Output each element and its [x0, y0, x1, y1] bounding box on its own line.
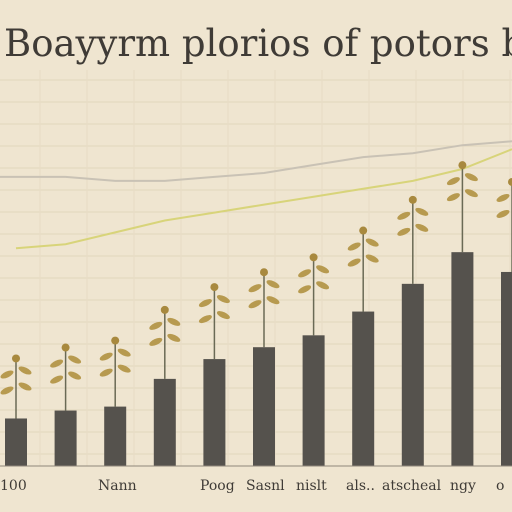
plant-leaf	[496, 193, 510, 202]
chart-lines	[0, 140, 512, 250]
plant-leaf	[347, 258, 361, 267]
plant-leaf	[216, 295, 230, 304]
bar	[5, 418, 27, 466]
plant-bud	[111, 336, 120, 345]
plant-leaf	[415, 207, 429, 216]
tick-label-7: ngy	[450, 478, 476, 494]
plant-leaf	[167, 317, 181, 326]
plant-bud	[260, 268, 268, 277]
plant-leaf	[464, 189, 478, 198]
plant-leaf	[18, 366, 32, 375]
trend-line-1	[15, 148, 512, 250]
plant-leaf	[496, 209, 510, 218]
tick-label-2: Poog	[200, 478, 235, 494]
plant-bud	[408, 195, 417, 204]
plant-leaf	[198, 315, 212, 324]
plant-leaf	[397, 227, 411, 236]
plant-leaf	[248, 300, 262, 309]
tick-label-0: 100	[0, 478, 27, 494]
plant-leaf	[397, 211, 411, 220]
bar	[302, 335, 325, 466]
plant-leaf	[266, 296, 280, 305]
plant-leaf	[316, 265, 330, 274]
tick-label-8: o	[496, 478, 504, 494]
bar	[501, 271, 512, 466]
bar	[401, 283, 424, 466]
plant-leaf	[365, 254, 379, 263]
plant-leaf	[50, 359, 64, 368]
bar	[104, 406, 127, 466]
trend-line-0	[0, 140, 512, 182]
plant-leaf	[0, 386, 14, 395]
plant-leaf	[117, 364, 131, 373]
plant-leaf	[216, 311, 230, 320]
plant-leaf	[99, 352, 113, 361]
plant-leaf	[298, 285, 312, 294]
plant-leaf	[68, 371, 82, 380]
plant-leaf	[167, 333, 181, 342]
plant-bud	[210, 283, 219, 292]
chart-plants	[0, 161, 512, 419]
bar	[203, 359, 226, 466]
plant-leaf	[266, 280, 280, 289]
plant-leaf	[50, 375, 64, 384]
chart-bars	[5, 252, 512, 466]
tick-label-5: als..	[346, 478, 375, 494]
plant-leaf	[446, 177, 460, 186]
plant-leaf	[117, 348, 131, 357]
plant-bud	[160, 305, 169, 314]
plant-leaf	[347, 242, 361, 251]
tick-label-1: Nann	[98, 478, 137, 494]
plant-leaf	[365, 238, 379, 247]
plant-leaf	[415, 223, 429, 232]
tick-label-4: nislt	[296, 478, 327, 494]
plant-bud	[359, 226, 368, 235]
plant-leaf	[68, 355, 82, 364]
plant-leaf	[464, 173, 478, 182]
tick-label-3: Sasnl	[246, 478, 285, 494]
tick-label-6: atscheal	[382, 478, 442, 494]
plant-leaf	[248, 284, 262, 293]
plant-bud	[12, 354, 20, 363]
plant-leaf	[18, 382, 32, 391]
bar	[253, 347, 275, 466]
bar	[352, 311, 375, 466]
bar	[54, 410, 77, 466]
plant-bud	[458, 161, 467, 170]
plant-bud	[61, 343, 70, 352]
plant-bud	[508, 177, 512, 186]
chart-title: Boayyrm plorios of potors baty	[4, 22, 512, 65]
plant-leaf	[99, 368, 113, 377]
bar	[451, 252, 474, 466]
x-tick-labels: 100 Nann Poog Sasnl nislt als.. atscheal…	[0, 478, 504, 494]
plant-leaf	[198, 299, 212, 308]
plant-leaf	[446, 193, 460, 202]
plant-leaf	[149, 321, 163, 330]
bar	[153, 378, 176, 466]
plant-leaf	[0, 370, 14, 379]
plant-leaf	[149, 337, 163, 346]
plant-leaf	[316, 281, 330, 290]
plant-bud	[309, 253, 318, 262]
plant-leaf	[298, 269, 312, 278]
